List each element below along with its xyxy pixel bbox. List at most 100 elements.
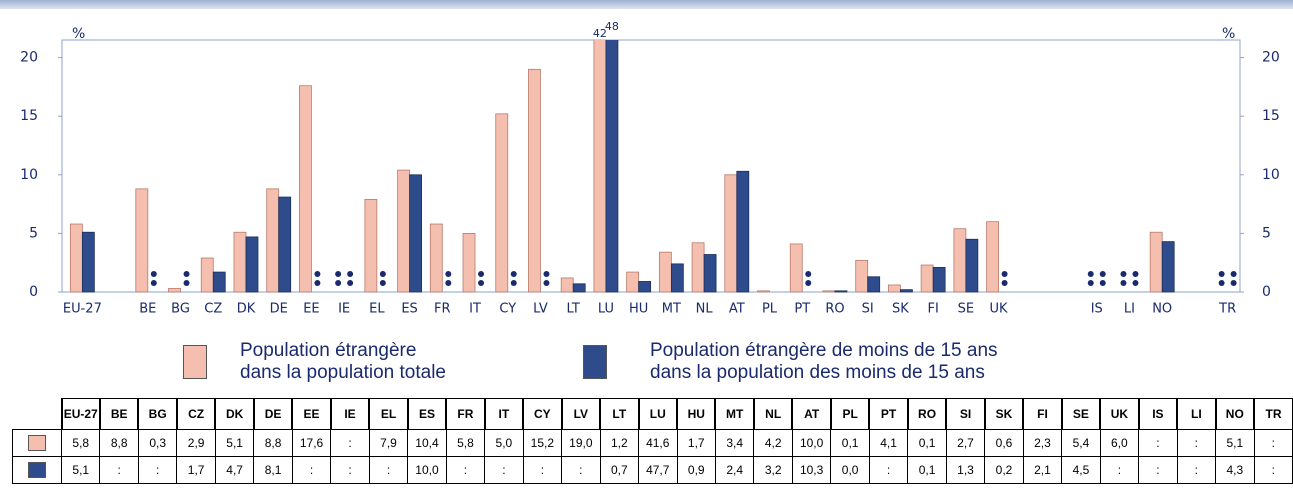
table-header-cell: DE xyxy=(252,398,293,430)
bar xyxy=(900,289,913,293)
table-cell: : xyxy=(445,456,486,484)
missing-marker xyxy=(347,271,354,277)
bar xyxy=(528,68,541,293)
bar xyxy=(626,271,640,293)
bar xyxy=(605,40,619,293)
missing-marker xyxy=(1001,280,1008,286)
table-cell: 2,1 xyxy=(1022,456,1063,484)
missing-marker xyxy=(1120,280,1127,286)
table-cell: 3,4 xyxy=(714,429,755,457)
bar xyxy=(572,283,586,293)
table-cell: 5,4 xyxy=(1061,429,1101,457)
table-header-cell: IS xyxy=(1137,398,1178,430)
x-tick-label: LV xyxy=(533,302,548,317)
table-cell: : xyxy=(1176,429,1217,457)
table-header-cell: LU xyxy=(637,398,678,430)
chart: % % 0 0 5 5 10 10 15 15 20 20 EU-27 BE BG CZ DK DE EE IE E… xyxy=(0,0,1293,317)
table-cell: : xyxy=(1099,456,1140,484)
annotation: 48 xyxy=(605,20,619,33)
missing-marker xyxy=(150,280,157,286)
data-table: EU-27 BE BG CZ DK DE EE IE EL ES FR IT CY LV LT LU HU MT N… xyxy=(12,398,1293,484)
missing-marker xyxy=(379,271,386,277)
table-cell: 5,1 xyxy=(214,429,255,457)
bar xyxy=(888,284,901,293)
table-header-cell: EE xyxy=(291,398,332,430)
table-cell: 3,2 xyxy=(753,456,793,484)
table-cell: 1,2 xyxy=(599,429,640,457)
table-cell: 5,1 xyxy=(1215,429,1255,457)
bar xyxy=(670,263,684,293)
table-header-cell: FI xyxy=(1022,398,1063,430)
x-tick-label: EU-27 xyxy=(63,302,102,317)
table-row: 5,8 8,8 0,3 2,9 5,1 8,8 17,6:7,9 10,4 5,8 5,0 15,2… xyxy=(12,429,1293,457)
bar xyxy=(200,257,214,293)
missing-marker xyxy=(1230,271,1237,277)
x-tick-label: IE xyxy=(338,302,350,317)
missing-marker xyxy=(314,280,321,286)
table-cell: 4,7 xyxy=(214,456,255,484)
table-cell: : xyxy=(1138,456,1178,484)
table-header-cell: EL xyxy=(368,398,409,430)
table-header-cell: IT xyxy=(483,398,524,430)
table-header-cell: PL xyxy=(829,398,870,430)
missing-marker xyxy=(347,280,354,286)
annotation: 42 xyxy=(593,27,607,40)
bar xyxy=(1149,231,1163,293)
table-header-cell: CZ xyxy=(175,398,216,430)
missing-marker xyxy=(510,271,517,277)
table-cell: 41,6 xyxy=(638,429,678,457)
bar xyxy=(429,223,443,293)
missing-marker xyxy=(335,280,342,286)
missing-marker xyxy=(1087,280,1094,286)
bar xyxy=(953,228,967,293)
missing-marker xyxy=(805,271,812,277)
table-cell: 0,7 xyxy=(599,456,640,484)
table-cell: 47,7 xyxy=(638,456,678,484)
bar xyxy=(638,281,652,293)
table-cell: 0,9 xyxy=(676,456,716,484)
y-tick-label: 10 xyxy=(20,167,38,183)
table-cell: 2,3 xyxy=(1022,429,1063,457)
table-header-cell: MT xyxy=(714,398,755,430)
missing-marker xyxy=(445,280,452,286)
table-cell: 0,2 xyxy=(984,456,1024,484)
y-tick-label-right: 15 xyxy=(1262,108,1280,124)
table-cell: 0,1 xyxy=(907,429,947,457)
x-tick-label: PT xyxy=(794,302,810,317)
bar xyxy=(965,238,979,293)
missing-marker xyxy=(478,280,485,286)
missing-marker xyxy=(1132,271,1139,277)
table-cell: 2,9 xyxy=(176,429,216,457)
table-cell: : xyxy=(1176,456,1217,484)
missing-marker xyxy=(314,271,321,277)
table-cell: : xyxy=(330,429,370,457)
table-header-cell: HU xyxy=(675,398,716,430)
missing-marker xyxy=(1218,280,1225,286)
bar xyxy=(724,174,738,293)
table-cell: : xyxy=(1138,429,1178,457)
bar xyxy=(691,242,705,293)
y-tick-label-right: 5 xyxy=(1262,225,1271,241)
missing-marker xyxy=(510,280,517,286)
x-tick-label: UK xyxy=(990,302,1009,317)
x-tick-label: IT xyxy=(469,302,481,317)
x-tick-label: ES xyxy=(401,302,417,317)
y-unit-left: % xyxy=(72,26,85,42)
table-header-cell: RO xyxy=(906,398,947,430)
x-tick-label: AT xyxy=(729,302,745,317)
table-cell: 4,1 xyxy=(868,429,909,457)
table-cell: 5,8 xyxy=(445,429,486,457)
table-cell: 5,1 xyxy=(60,456,101,484)
bar xyxy=(135,188,149,293)
table-cell: : xyxy=(99,456,139,484)
table-header-cell: LV xyxy=(560,398,601,430)
table-header-cell: SE xyxy=(1060,398,1101,430)
table-swatch-cell xyxy=(12,429,62,457)
table-cell: 4,3 xyxy=(1215,456,1255,484)
bar xyxy=(299,85,312,293)
missing-marker xyxy=(1001,271,1008,277)
x-tick-label: FR xyxy=(434,302,451,317)
table-cell: 4,2 xyxy=(753,429,793,457)
table-cell: : xyxy=(868,456,909,484)
